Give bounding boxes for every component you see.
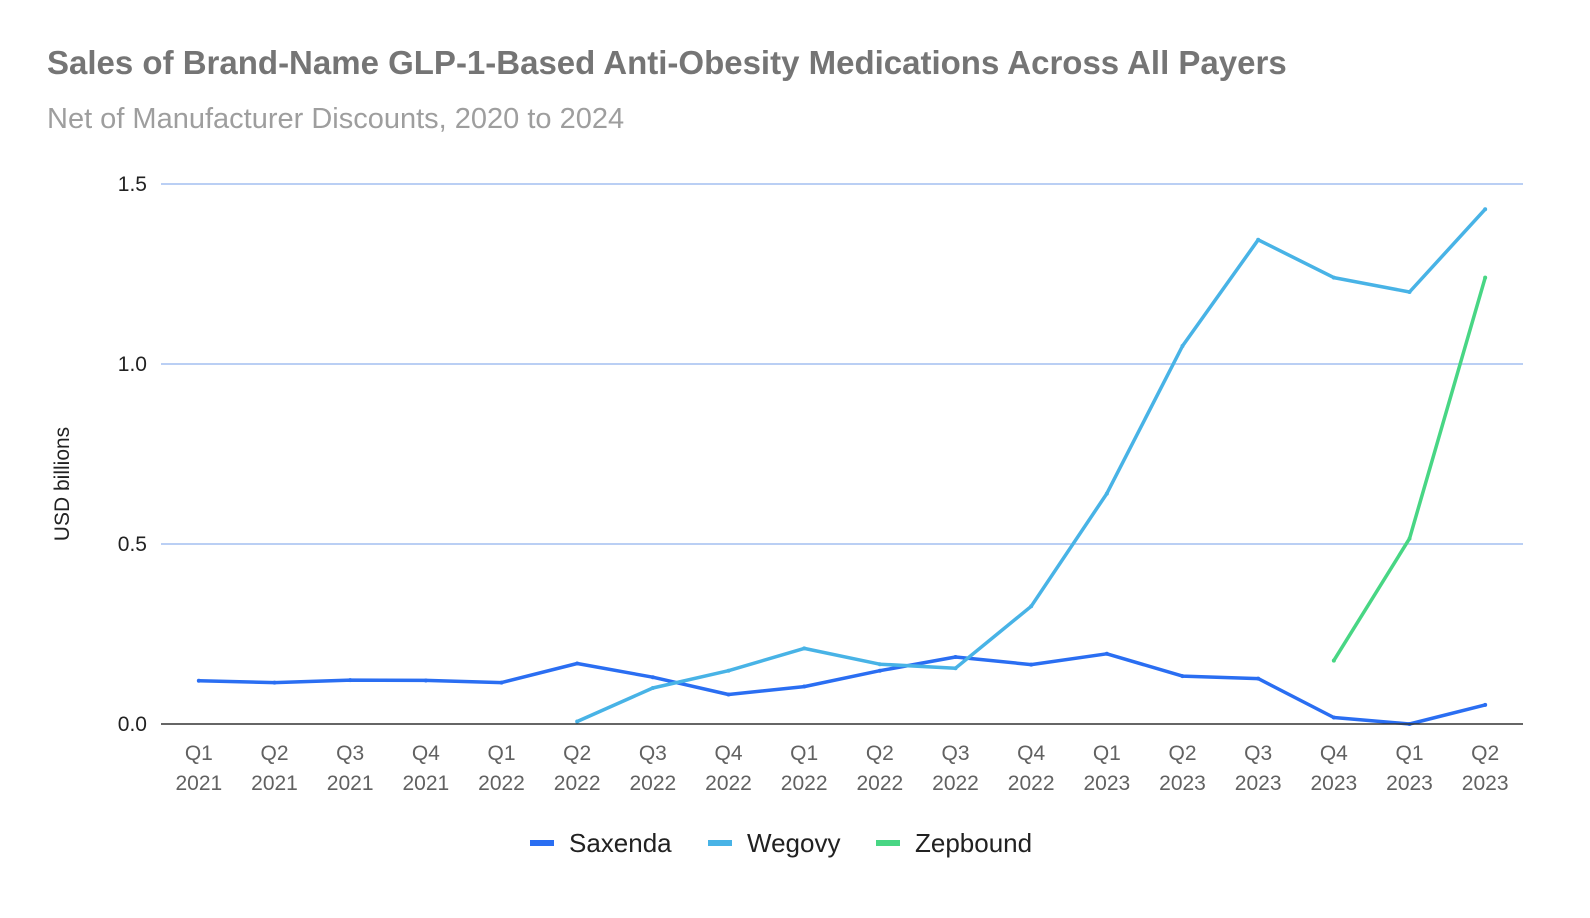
x-tick-label: Q1 bbox=[1093, 742, 1121, 765]
data-point-wegovy bbox=[1483, 207, 1488, 212]
data-point-wegovy bbox=[1180, 344, 1185, 348]
x-tick-label: Q3 bbox=[941, 742, 969, 765]
legend-label-saxenda: Saxenda bbox=[569, 828, 672, 858]
data-point-wegovy bbox=[1331, 275, 1336, 280]
x-tick-label: 2023 bbox=[1462, 772, 1509, 795]
chart-subtitle: Net of Manufacturer Discounts, 2020 to 2… bbox=[47, 103, 625, 135]
x-tick-label: 2021 bbox=[175, 772, 222, 795]
x-tick-label: Q1 bbox=[487, 742, 515, 765]
x-tick-label: Q2 bbox=[563, 742, 591, 765]
data-point-wegovy bbox=[650, 686, 655, 690]
data-point-saxenda bbox=[499, 680, 504, 685]
x-tick-label: 2022 bbox=[705, 772, 752, 795]
data-point-saxenda bbox=[423, 678, 428, 683]
x-tick-label: 2023 bbox=[1310, 772, 1357, 795]
x-tick-label: Q1 bbox=[1395, 742, 1423, 765]
x-tick-label: Q1 bbox=[790, 742, 818, 765]
data-point-wegovy bbox=[1407, 290, 1412, 294]
data-point-saxenda bbox=[1256, 676, 1261, 681]
data-point-wegovy bbox=[953, 666, 958, 671]
data-point-zepbound bbox=[1331, 658, 1336, 663]
chart-title: Sales of Brand-Name GLP-1-Based Anti-Obe… bbox=[47, 44, 1287, 81]
data-point-saxenda bbox=[1104, 651, 1109, 656]
x-tick-label: 2021 bbox=[402, 772, 449, 795]
x-tick-label: Q4 bbox=[714, 742, 742, 765]
x-tick-label: Q3 bbox=[336, 742, 364, 765]
y-tick-label: 1.5 bbox=[118, 173, 147, 196]
x-tick-label: Q2 bbox=[1168, 742, 1196, 765]
x-tick-label: 2022 bbox=[932, 772, 979, 795]
data-point-saxenda bbox=[1331, 715, 1336, 720]
x-tick-label: Q2 bbox=[866, 742, 894, 765]
x-tick-label: 2023 bbox=[1159, 772, 1206, 795]
x-tick-label: 2022 bbox=[554, 772, 601, 795]
data-point-zepbound bbox=[1407, 536, 1412, 541]
data-point-saxenda bbox=[272, 680, 277, 685]
y-tick-label: 0.5 bbox=[118, 533, 147, 556]
data-point-saxenda bbox=[575, 661, 580, 666]
legend-label-zepbound: Zepbound bbox=[915, 828, 1032, 858]
data-point-saxenda bbox=[953, 655, 958, 660]
data-point-saxenda bbox=[650, 675, 655, 680]
data-point-zepbound bbox=[1483, 275, 1488, 280]
x-tick-label: 2023 bbox=[1386, 772, 1433, 795]
x-tick-label: Q1 bbox=[185, 742, 213, 765]
x-tick-label: Q2 bbox=[1471, 742, 1499, 765]
x-tick-label: 2021 bbox=[251, 772, 298, 795]
data-point-wegovy bbox=[1256, 237, 1261, 242]
data-point-saxenda bbox=[196, 678, 201, 683]
x-tick-label: 2022 bbox=[478, 772, 525, 795]
x-tick-label: Q4 bbox=[412, 742, 440, 765]
x-tick-label: 2022 bbox=[781, 772, 828, 795]
data-point-wegovy bbox=[1104, 491, 1109, 496]
x-tick-label: 2021 bbox=[327, 772, 374, 795]
data-point-wegovy bbox=[877, 662, 882, 667]
y-tick-label: 0.0 bbox=[118, 713, 147, 736]
data-point-saxenda bbox=[802, 684, 807, 689]
x-tick-label: 2022 bbox=[856, 772, 903, 795]
data-point-saxenda bbox=[877, 668, 882, 673]
x-tick-label: Q3 bbox=[1244, 742, 1272, 765]
y-tick-label: 1.0 bbox=[118, 353, 147, 376]
x-tick-label: 2022 bbox=[1008, 772, 1055, 795]
x-tick-label: 2022 bbox=[629, 772, 676, 795]
data-point-saxenda bbox=[1180, 674, 1185, 679]
legend-label-wegovy: Wegovy bbox=[747, 828, 840, 858]
series-line-zepbound bbox=[1332, 275, 1487, 663]
x-tick-label: 2023 bbox=[1235, 772, 1282, 795]
x-tick-label: Q2 bbox=[260, 742, 288, 765]
data-point-saxenda bbox=[1029, 662, 1034, 667]
data-point-saxenda bbox=[726, 692, 731, 697]
y-axis-title: USD billions bbox=[51, 427, 74, 541]
x-tick-label: Q3 bbox=[639, 742, 667, 765]
data-point-wegovy bbox=[726, 668, 731, 673]
data-point-wegovy bbox=[1029, 604, 1034, 609]
x-tick-label: Q4 bbox=[1320, 742, 1348, 765]
x-tick-label: 2023 bbox=[1083, 772, 1130, 795]
data-point-wegovy bbox=[802, 646, 807, 651]
data-point-wegovy bbox=[575, 719, 580, 724]
series-line-wegovy bbox=[575, 207, 1487, 724]
series-line-saxenda bbox=[197, 652, 1487, 726]
data-point-saxenda bbox=[348, 678, 353, 683]
data-point-saxenda bbox=[1483, 702, 1488, 707]
x-tick-label: Q4 bbox=[1017, 742, 1045, 765]
